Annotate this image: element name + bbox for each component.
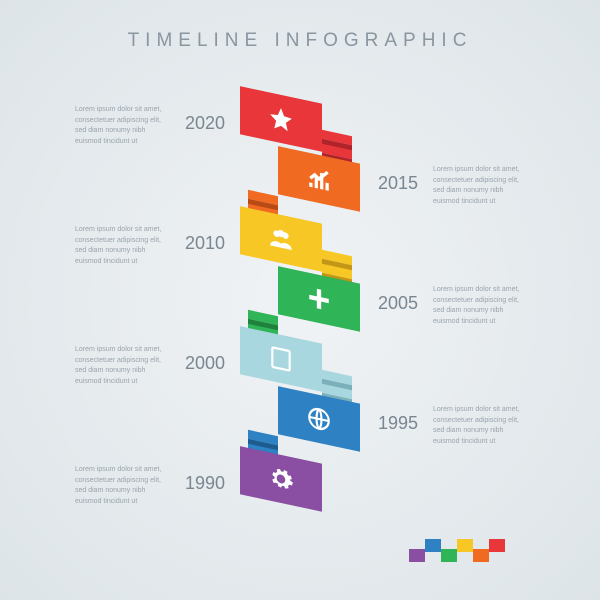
year-label-2005: 2005 — [378, 293, 418, 314]
people-icon — [240, 206, 322, 271]
year-label-2010: 2010 — [185, 233, 225, 254]
year-label-2015: 2015 — [378, 173, 418, 194]
desc-2010: Lorem ipsum dolor sit amet, consectetuer… — [75, 225, 170, 267]
doc-icon — [240, 326, 322, 391]
year-label-1990: 1990 — [185, 473, 225, 494]
legend-swatch — [409, 549, 425, 562]
desc-2005: Lorem ipsum dolor sit amet, consectetuer… — [433, 285, 528, 327]
gear-icon — [240, 446, 322, 511]
star-icon — [240, 86, 322, 151]
desc-2000: Lorem ipsum dolor sit amet, consectetuer… — [75, 345, 170, 387]
legend-swatch — [441, 549, 457, 562]
legend-swatch — [473, 549, 489, 562]
desc-1995: Lorem ipsum dolor sit amet, consectetuer… — [433, 405, 528, 447]
desc-2020: Lorem ipsum dolor sit amet, consectetuer… — [75, 105, 170, 147]
legend-swatch — [425, 539, 441, 552]
year-label-1995: 1995 — [378, 413, 418, 434]
year-label-2020: 2020 — [185, 113, 225, 134]
desc-1990: Lorem ipsum dolor sit amet, consectetuer… — [75, 465, 170, 507]
year-label-2000: 2000 — [185, 353, 225, 374]
page-title: TIMELINE INFOGRAPHIC — [0, 30, 600, 52]
legend-swatch — [489, 539, 505, 552]
legend-swatch — [457, 539, 473, 552]
legend — [409, 549, 505, 562]
desc-2015: Lorem ipsum dolor sit amet, consectetuer… — [433, 165, 528, 207]
